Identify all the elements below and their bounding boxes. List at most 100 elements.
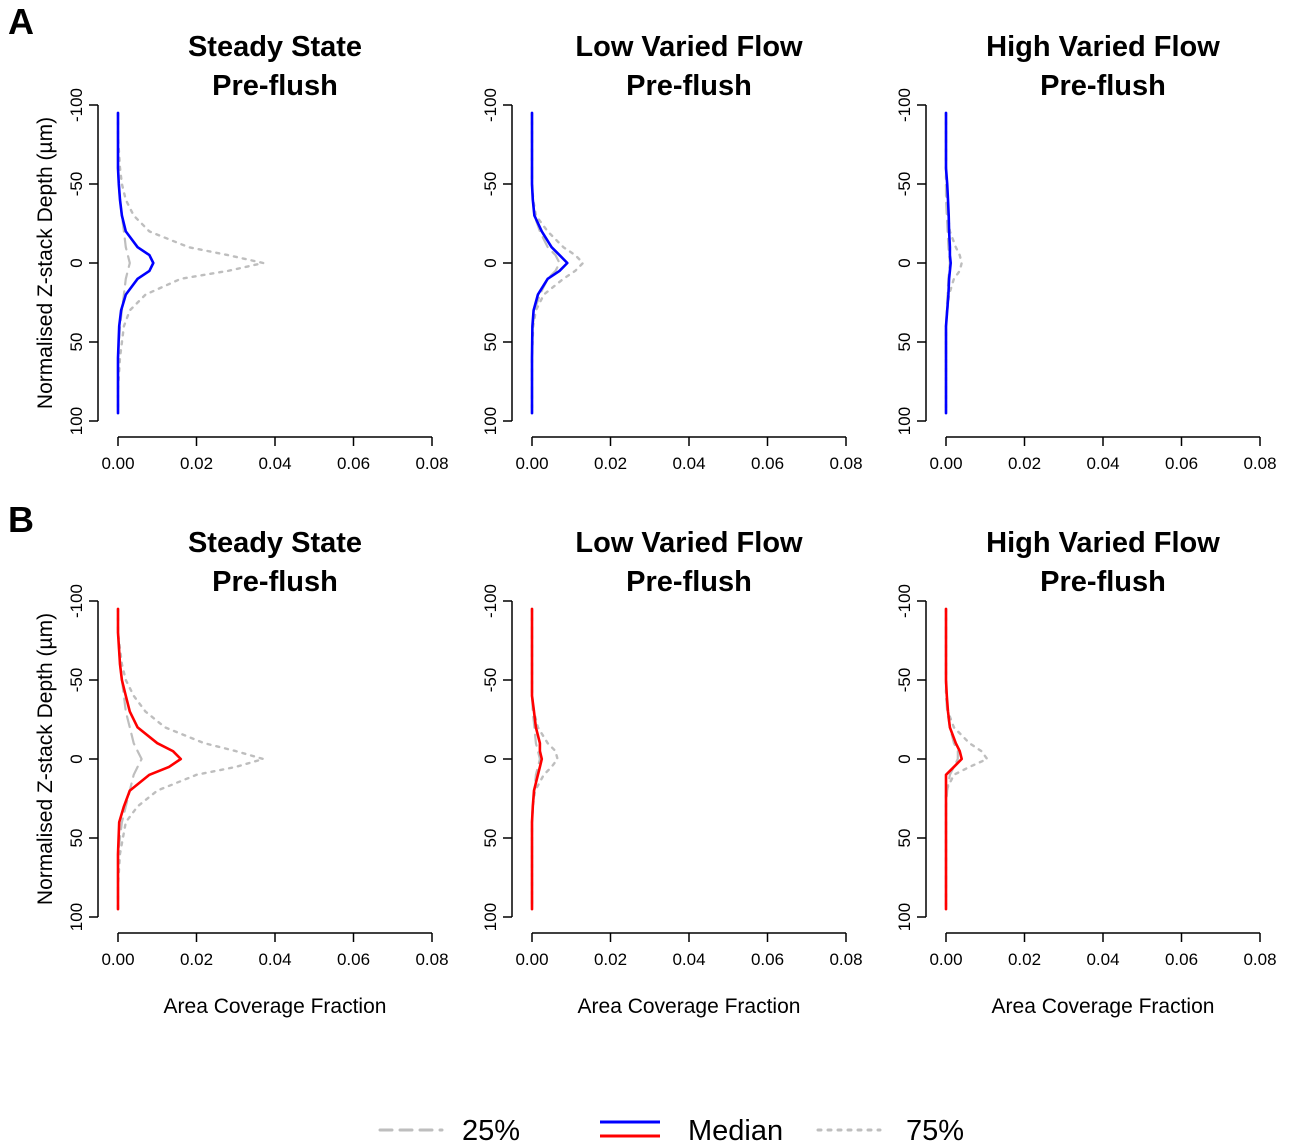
y-tick-label: 100: [895, 407, 914, 435]
x-tick-label: 0.06: [337, 454, 370, 473]
y-tick-label: 100: [895, 903, 914, 931]
x-tick-label: 0.04: [258, 454, 291, 473]
y-tick-label: 100: [481, 903, 500, 931]
legend-item: Median: [600, 1115, 783, 1146]
x-tick-label: 0.08: [415, 454, 448, 473]
x-tick-label: 0.08: [829, 454, 862, 473]
y-tick-label: 100: [481, 407, 500, 435]
chart-title-line2: Pre-flush: [626, 566, 752, 598]
chart-title-line2: Pre-flush: [626, 70, 752, 102]
y-tick-label: 0: [895, 754, 914, 763]
y-tick-label: 50: [895, 333, 914, 352]
series-line-q25: [116, 607, 143, 911]
chart-title-line2: Pre-flush: [212, 566, 338, 598]
series-line-q75: [944, 607, 989, 911]
y-tick-label: 0: [481, 754, 500, 763]
x-tick-label: 0.02: [180, 454, 213, 473]
x-tick-label: 0.02: [180, 950, 213, 969]
y-tick-label: -50: [67, 172, 86, 197]
y-tick-label: -50: [67, 668, 86, 693]
legend: 25% Median 75%: [378, 1115, 964, 1146]
chart-title-line1: Low Varied Flow: [575, 527, 803, 559]
series-line-q25: [530, 111, 561, 415]
x-tick-label: 0.04: [672, 454, 705, 473]
x-tick-label: 0.02: [1008, 950, 1041, 969]
x-tick-label: 0.00: [515, 950, 548, 969]
subplot-2: Low Varied Flow Pre-flush -100 -50 0 50 100 0.0…: [481, 31, 863, 473]
x-tick-label: 0.08: [415, 950, 448, 969]
y-tick-label: 100: [67, 407, 86, 435]
series-line-q75: [530, 607, 559, 911]
series-line-median: [530, 111, 569, 415]
chart-title-line1: High Varied Flow: [986, 31, 1220, 63]
y-tick-label: 50: [895, 829, 914, 848]
legend-label: 25%: [462, 1115, 520, 1146]
chart-title-line2: Pre-flush: [212, 70, 338, 102]
panel-label-a: A: [8, 1, 34, 42]
chart-title-line1: Low Varied Flow: [575, 31, 803, 63]
series-line-q75: [116, 607, 265, 911]
subplot-4: Steady State Pre-flush -100 -50 0 50 100 Normal…: [34, 527, 449, 1018]
x-tick-label: 0.04: [258, 950, 291, 969]
x-tick-label: 0.04: [672, 950, 705, 969]
y-tick-label: -100: [67, 88, 86, 122]
x-tick-label: 0.08: [1243, 950, 1276, 969]
x-tick-label: 0.06: [337, 950, 370, 969]
y-tick-label: -50: [481, 172, 500, 197]
subplot-5: Low Varied Flow Pre-flush -100 -50 0 50 100 0.0…: [481, 527, 863, 1018]
y-axis-label: Normalised Z-stack Depth (µm): [34, 613, 57, 905]
y-tick-label: -50: [895, 172, 914, 197]
legend-item: 75%: [816, 1115, 964, 1146]
x-tick-label: 0.02: [594, 454, 627, 473]
y-tick-label: -50: [481, 668, 500, 693]
x-tick-label: 0.00: [929, 454, 962, 473]
chart-title-line1: Steady State: [188, 31, 362, 63]
series-line-median: [116, 607, 183, 911]
y-axis-label: Normalised Z-stack Depth (µm): [34, 117, 57, 409]
series-line-median: [116, 111, 155, 415]
x-tick-label: 0.06: [751, 454, 784, 473]
y-tick-label: 50: [67, 333, 86, 352]
y-tick-label: -100: [895, 584, 914, 618]
x-tick-label: 0.04: [1086, 454, 1119, 473]
series-line-median: [944, 607, 964, 911]
chart-title-line2: Pre-flush: [1040, 70, 1166, 102]
subplot-1: Steady State Pre-flush -100 -50 0 50 100 Normal…: [34, 31, 449, 473]
x-tick-label: 0.06: [751, 950, 784, 969]
legend-label: Median: [688, 1115, 783, 1146]
series-line-median: [944, 111, 953, 415]
x-axis-label: Area Coverage Fraction: [578, 995, 801, 1018]
x-tick-label: 0.06: [1165, 950, 1198, 969]
x-tick-label: 0.00: [929, 950, 962, 969]
legend-label: 75%: [906, 1115, 964, 1146]
y-tick-label: -100: [67, 584, 86, 618]
subplot-3: High Varied Flow Pre-flush -100 -50 0 50 100 0.…: [895, 31, 1277, 473]
y-tick-label: 50: [481, 333, 500, 352]
y-tick-label: 0: [67, 754, 86, 763]
x-tick-label: 0.08: [1243, 454, 1276, 473]
series-line-q75: [116, 111, 265, 415]
x-tick-label: 0.02: [1008, 454, 1041, 473]
y-tick-label: 50: [67, 829, 86, 848]
y-tick-label: -100: [895, 88, 914, 122]
x-tick-label: 0.00: [101, 950, 134, 969]
x-tick-label: 0.04: [1086, 950, 1119, 969]
y-tick-label: 0: [67, 258, 86, 267]
chart-title-line2: Pre-flush: [1040, 566, 1166, 598]
x-tick-label: 0.06: [1165, 454, 1198, 473]
chart-title-line1: Steady State: [188, 527, 362, 559]
y-tick-label: -50: [895, 668, 914, 693]
y-tick-label: 100: [67, 903, 86, 931]
x-tick-label: 0.08: [829, 950, 862, 969]
legend-item: 25%: [378, 1115, 520, 1146]
panel-label-b: B: [8, 499, 34, 540]
series-line-q75: [944, 111, 963, 415]
y-tick-label: -100: [481, 584, 500, 618]
y-tick-label: 50: [481, 829, 500, 848]
x-tick-label: 0.02: [594, 950, 627, 969]
series-line-median: [530, 607, 544, 911]
x-tick-label: 0.00: [101, 454, 134, 473]
series-line-q25: [944, 607, 959, 911]
x-tick-label: 0.00: [515, 454, 548, 473]
